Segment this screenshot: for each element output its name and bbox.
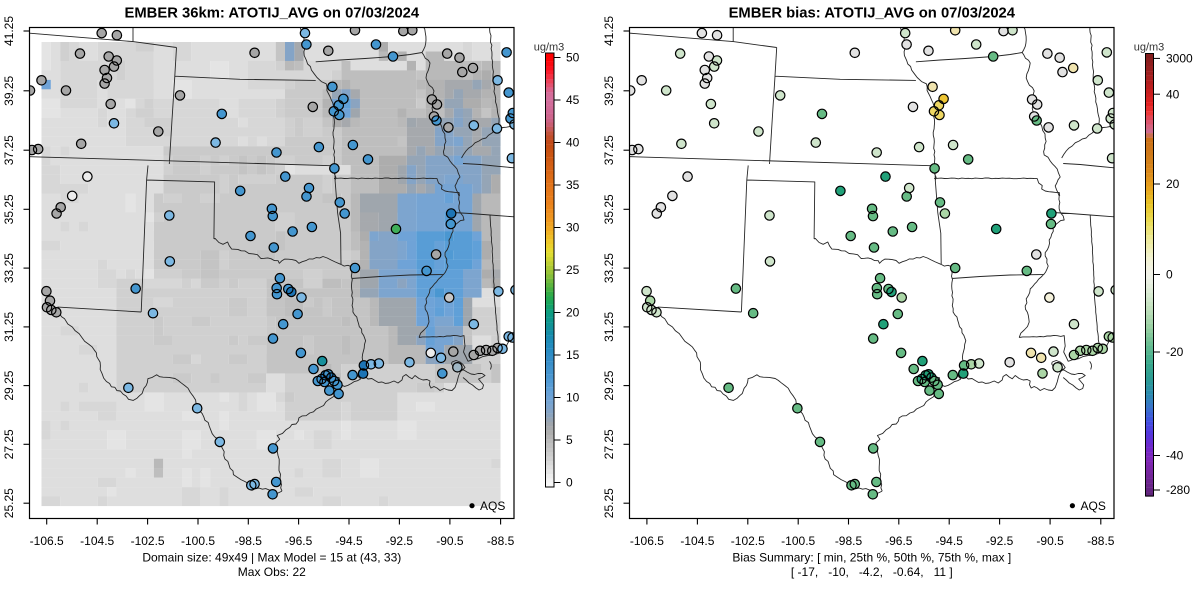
svg-text:39.25: 39.25 <box>602 75 616 105</box>
svg-text:50: 50 <box>566 51 580 65</box>
svg-text:Bias Summary: [ min, 25th %, 5: Bias Summary: [ min, 25th %, 50th %, 75t… <box>732 551 1011 565</box>
svg-text:25.25: 25.25 <box>2 488 16 518</box>
svg-text:15: 15 <box>566 348 580 362</box>
svg-text:-96.5: -96.5 <box>885 534 913 548</box>
svg-text:Domain size: 49x49 | Max Model: Domain size: 49x49 | Max Model = 15 at (… <box>142 551 401 565</box>
svg-text:30: 30 <box>566 221 580 235</box>
svg-text:25.25: 25.25 <box>602 488 616 518</box>
svg-text:41.25: 41.25 <box>602 16 616 46</box>
svg-text:20: 20 <box>1166 177 1180 191</box>
svg-text:10: 10 <box>566 391 580 405</box>
svg-text:29.25: 29.25 <box>2 370 16 400</box>
svg-text:-104.5: -104.5 <box>80 534 114 548</box>
svg-text:[ -17, -10, -4.2, -0.64,: [ -17, -10, -4.2, -0.64, 11 ] <box>791 565 953 579</box>
svg-text:-92.5: -92.5 <box>386 534 414 548</box>
svg-text:35: 35 <box>566 178 580 192</box>
svg-text:27.25: 27.25 <box>602 429 616 459</box>
svg-text:40: 40 <box>566 136 580 150</box>
svg-text:-40: -40 <box>1166 449 1184 463</box>
svg-text:-280: -280 <box>1166 483 1190 497</box>
svg-text:33.25: 33.25 <box>2 253 16 283</box>
svg-text:Max Obs: 22: Max Obs: 22 <box>238 565 306 579</box>
svg-text:-90.5: -90.5 <box>436 534 464 548</box>
svg-text:27.25: 27.25 <box>2 429 16 459</box>
svg-text:-88.5: -88.5 <box>1087 534 1115 548</box>
svg-text:-92.5: -92.5 <box>986 534 1014 548</box>
svg-text:-98.5: -98.5 <box>835 534 863 548</box>
svg-text:-20: -20 <box>1166 345 1184 359</box>
svg-text:-94.5: -94.5 <box>335 534 363 548</box>
svg-text:-102.5: -102.5 <box>731 534 765 548</box>
svg-text:-102.5: -102.5 <box>131 534 165 548</box>
svg-text:20: 20 <box>566 306 580 320</box>
svg-text:29.25: 29.25 <box>602 370 616 400</box>
svg-text:33.25: 33.25 <box>602 253 616 283</box>
svg-text:-100.5: -100.5 <box>181 534 215 548</box>
svg-text:-90.5: -90.5 <box>1036 534 1064 548</box>
svg-text:EMBER bias: ATOTIJ_AVG on 07/0: EMBER bias: ATOTIJ_AVG on 07/03/2024 <box>729 6 1016 22</box>
svg-text:-96.5: -96.5 <box>285 534 313 548</box>
svg-text:0: 0 <box>1166 268 1173 282</box>
svg-text:35.25: 35.25 <box>602 194 616 224</box>
svg-text:35.25: 35.25 <box>2 194 16 224</box>
svg-text:0: 0 <box>566 476 573 490</box>
svg-text:-88.5: -88.5 <box>487 534 515 548</box>
svg-text:37.25: 37.25 <box>602 135 616 165</box>
svg-text:31.25: 31.25 <box>602 312 616 342</box>
svg-text:-94.5: -94.5 <box>936 534 964 548</box>
svg-text:ug/m3: ug/m3 <box>1134 42 1165 54</box>
svg-text:-100.5: -100.5 <box>781 534 815 548</box>
svg-text:3000: 3000 <box>1166 52 1193 66</box>
svg-text:-104.5: -104.5 <box>680 534 714 548</box>
svg-text:41.25: 41.25 <box>2 16 16 46</box>
svg-text:-98.5: -98.5 <box>235 534 263 548</box>
svg-text:ug/m3: ug/m3 <box>534 42 565 54</box>
svg-text:45: 45 <box>566 93 580 107</box>
svg-text:40: 40 <box>1166 87 1180 101</box>
svg-text:39.25: 39.25 <box>2 75 16 105</box>
svg-text:5: 5 <box>566 433 573 447</box>
svg-text:AQS: AQS <box>1081 499 1106 513</box>
svg-text:37.25: 37.25 <box>2 135 16 165</box>
svg-text:EMBER 36km: ATOTIJ_AVG on 07/0: EMBER 36km: ATOTIJ_AVG on 07/03/2024 <box>124 6 419 22</box>
svg-text:-106.5: -106.5 <box>30 534 64 548</box>
svg-text:31.25: 31.25 <box>2 312 16 342</box>
svg-text:25: 25 <box>566 263 580 277</box>
svg-text:-106.5: -106.5 <box>630 534 664 548</box>
svg-text:AQS: AQS <box>480 499 505 513</box>
